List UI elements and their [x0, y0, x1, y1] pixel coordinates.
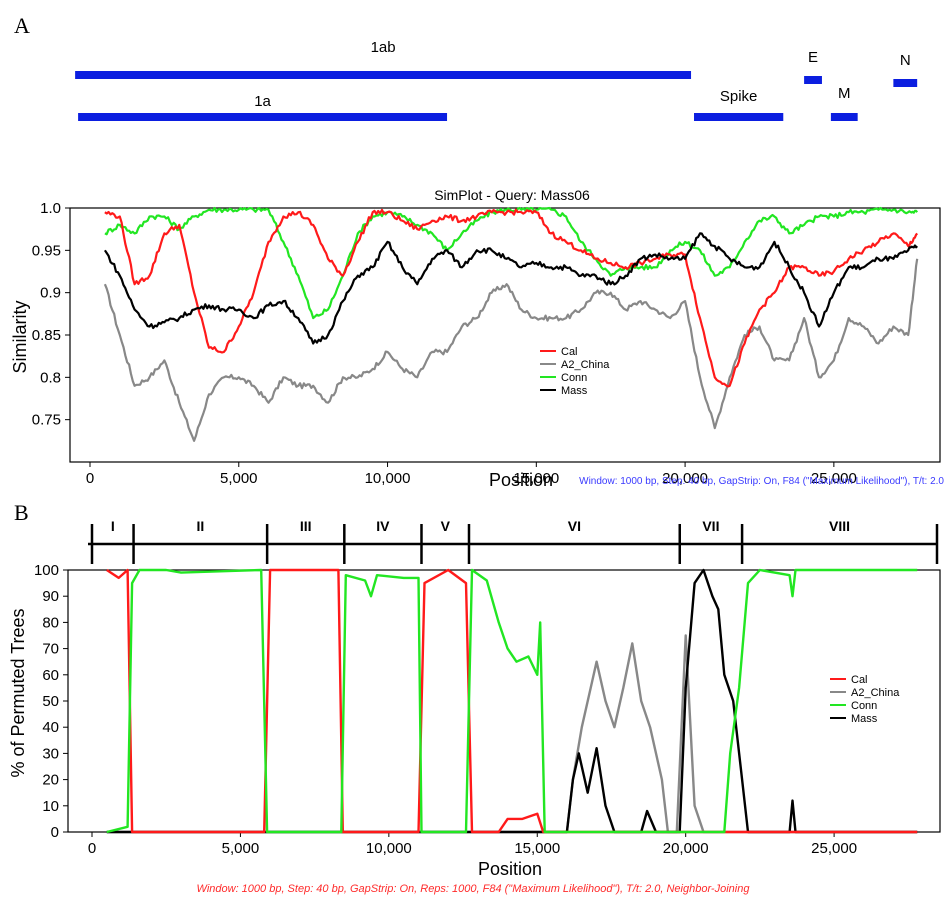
segment-label-iv: IV [376, 518, 390, 534]
panel-b-plot-frame [67, 569, 941, 833]
series-line-a2-china [103, 258, 919, 442]
gene-label-e: E [808, 49, 818, 66]
segment-label-v: V [441, 518, 451, 534]
segment-label-i: I [111, 518, 115, 534]
panel-b-y-tick-label: 50 [42, 693, 59, 710]
legend-label-mass: Mass [851, 713, 878, 725]
panel-a-x-tick-label: 20,000 [662, 470, 708, 487]
panel-b-x-tick-label: 0 [88, 840, 96, 857]
panel-a-x-tick-label: 10,000 [365, 470, 411, 487]
series-line-cal [106, 568, 918, 834]
panel-b-xlabel: Position [478, 859, 542, 879]
legend-label-a2-china: A2_China [851, 687, 900, 699]
panel-b-x-tick-label: 20,000 [663, 840, 709, 857]
legend-label-mass: Mass [561, 385, 588, 397]
panel-b-x-tick-label: 15,000 [514, 840, 560, 857]
panel-a-x-tick-label: 25,000 [811, 470, 857, 487]
series-line-conn [106, 568, 918, 834]
gene-label-spike: Spike [720, 88, 758, 105]
gene-label-n: N [900, 52, 911, 69]
gene-label-1ab: 1ab [371, 39, 396, 56]
panel-b-x-tick-label: 10,000 [366, 840, 412, 857]
gene-bar-1a [78, 113, 448, 121]
segment-label-iii: III [300, 518, 312, 534]
panel-b-x-tick-label: 25,000 [811, 840, 857, 857]
panel-a-xlabel: Position [489, 470, 553, 490]
gene-bar-1ab [75, 71, 692, 79]
series-line-conn [104, 206, 919, 320]
segment-label-vii: VII [702, 518, 719, 534]
panel-a-x-tick-label: 15,000 [513, 470, 559, 487]
legend-label-a2-china: A2_China [561, 359, 610, 371]
panel-a-y-tick-label: 0.75 [32, 412, 61, 429]
gene-bar-spike [694, 113, 784, 121]
legend-label-cal: Cal [561, 346, 578, 358]
panel-a-letter: A [14, 13, 30, 38]
panel-a-parameters-note: Window: 1000 bp, Step: 40 bp, GapStrip: … [579, 476, 944, 487]
series-line-cal [104, 208, 919, 388]
panel-b-y-tick-label: 10 [42, 798, 59, 815]
gene-bar-n [893, 79, 918, 87]
gene-bar-e [804, 76, 822, 84]
panel-a-x-tick-label: 5,000 [220, 470, 258, 487]
panel-b-y-tick-label: 30 [42, 745, 59, 762]
panel-a-y-tick-label: 0.9 [40, 285, 61, 302]
series-line-mass [106, 568, 918, 834]
panel-b-y-tick-label: 20 [42, 772, 59, 789]
panel-a-y-tick-label: 1.0 [40, 200, 61, 217]
panel-b-letter: B [14, 500, 29, 525]
panel-b-y-tick-label: 0 [51, 824, 59, 841]
legend-label-conn: Conn [561, 372, 587, 384]
similarity-chart: 0 5,000 10,000 15,000 20,000 25,000 0.75 0.8 0.8… [32, 200, 941, 487]
legend-label-conn: Conn [851, 700, 877, 712]
panel-b-y-tick-label: 60 [42, 667, 59, 684]
segment-label-ii: II [196, 518, 204, 534]
panel-b-y-tick-label: 90 [42, 588, 59, 605]
gene-label-m: M [838, 85, 851, 102]
panel-a-ylabel: Similarity [10, 300, 30, 373]
series-line-a2-china [106, 634, 918, 834]
panel-b-y-tick-label: 40 [42, 719, 59, 736]
gene-label-1a: 1a [254, 93, 271, 110]
panel-a-y-tick-label: 0.8 [40, 369, 61, 386]
bootscan-chart: 0 5,000 10,000 15,000 20,000 25,000 0 10 20 30 40 5… [34, 562, 941, 857]
segment-label-viii: VIII [829, 518, 850, 534]
legend-label-cal: Cal [851, 674, 868, 686]
panel-b-y-tick-label: 80 [42, 614, 59, 631]
panel-a-y-tick-label: 0.85 [32, 327, 61, 344]
panel-a-y-tick-label: 0.95 [32, 242, 61, 259]
panel-b-y-tick-label: 100 [34, 562, 59, 579]
segment-label-vi: VI [568, 518, 581, 534]
panel-a-x-tick-label: 0 [86, 470, 94, 487]
recombination-segments: I II III IV V VI VII VIII [88, 518, 939, 564]
genome-map: 1ab 1a Spike E M N [75, 39, 918, 121]
series-line-mass [103, 232, 919, 345]
panel-b-ylabel: % of Permuted Trees [8, 608, 28, 777]
panel-b-y-tick-label: 70 [42, 641, 59, 658]
panel-a-title: SimPlot - Query: Mass06 [434, 187, 590, 203]
panel-b-x-tick-label: 5,000 [222, 840, 260, 857]
panel-b-parameters-note: Window: 1000 bp, Step: 40 bp, GapStrip: … [197, 883, 751, 895]
gene-bar-m [830, 113, 858, 121]
